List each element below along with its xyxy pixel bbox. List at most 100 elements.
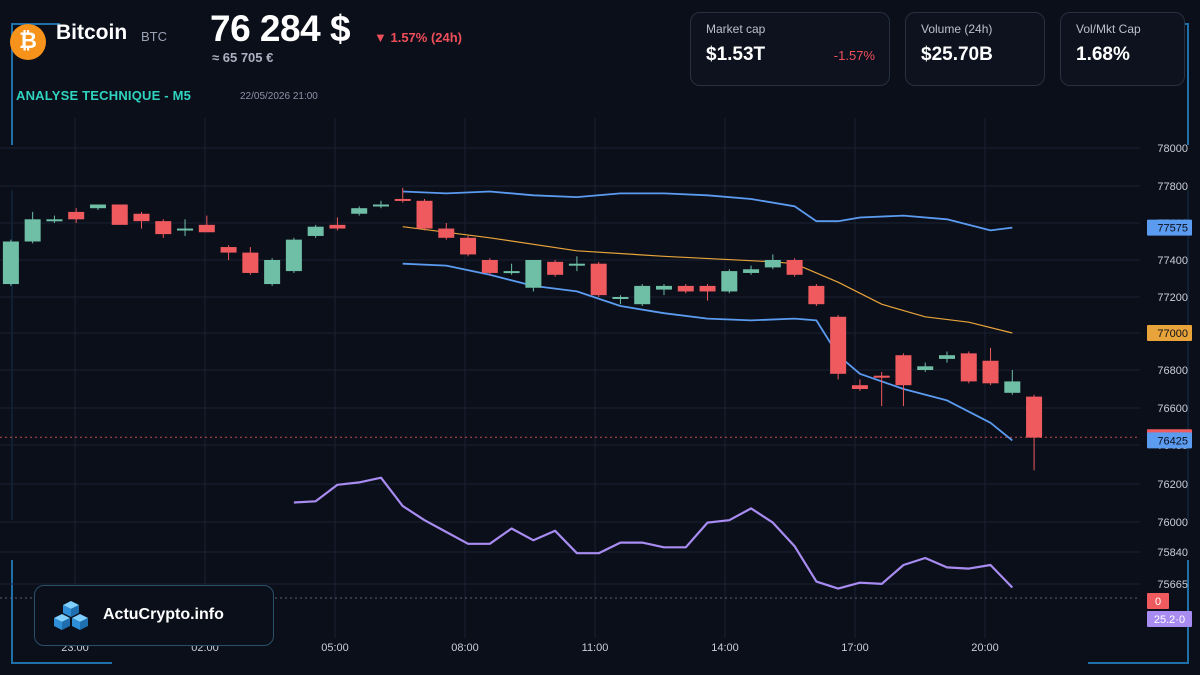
- candle-body: [873, 375, 890, 378]
- price-tick-label: 77800: [1157, 181, 1188, 193]
- candle-body: [242, 252, 259, 273]
- candle: [68, 208, 85, 223]
- candle: [851, 379, 868, 391]
- candle: [721, 269, 738, 294]
- market-cap-value: $1.53T: [706, 44, 766, 65]
- candle: [786, 258, 803, 277]
- candle-body: [24, 219, 41, 242]
- volume-value: $25.70B: [921, 44, 993, 65]
- candle: [46, 215, 63, 223]
- frame-corner-bottom-left: [11, 560, 112, 664]
- candle: [394, 187, 411, 203]
- candle: [329, 217, 346, 231]
- candle: [133, 211, 150, 229]
- candle-body: [764, 260, 781, 268]
- candle: [416, 198, 433, 231]
- candle: [677, 284, 694, 294]
- candle-body: [2, 241, 19, 285]
- candle: [1004, 370, 1021, 395]
- candle-body: [960, 353, 977, 382]
- candle-body: [634, 285, 651, 305]
- candle-body: [808, 285, 825, 305]
- candle-body: [699, 285, 716, 292]
- candle: [525, 260, 542, 292]
- candle: [873, 371, 890, 407]
- oscillator-line: [293, 476, 1014, 590]
- candle-body: [590, 263, 607, 296]
- upper-band-line: [402, 190, 1013, 232]
- frame-corner-bottom-right: [1088, 560, 1189, 664]
- price-tag: 77000: [1147, 325, 1192, 341]
- candle: [460, 235, 477, 257]
- chart-candles: [2, 187, 1043, 471]
- candle: [264, 258, 281, 286]
- candle: [503, 263, 520, 275]
- time-tick-label: 17:00: [841, 642, 869, 654]
- candle-body: [198, 224, 215, 233]
- moving-average-line: [402, 226, 1013, 334]
- bitcoin-icon: ₿: [10, 24, 46, 60]
- coin-name: Bitcoin: [56, 21, 128, 44]
- oscillator-tag: 25.2·0: [1147, 611, 1192, 627]
- section-title: ANALYSE TECHNIQUE - M5: [16, 88, 192, 103]
- oscillator-tag-label: 25.2·0: [1154, 614, 1185, 626]
- candle-body: [264, 260, 281, 285]
- candle-body: [938, 355, 955, 359]
- time-tick-label: 11:00: [582, 642, 609, 654]
- oscillator-tag: 0: [1147, 593, 1169, 609]
- time-tick-label: 05:00: [321, 642, 349, 654]
- oscillator-tag-label: 0: [1155, 596, 1161, 608]
- candle-body: [547, 261, 564, 275]
- time-tick-label: 20:00: [971, 642, 999, 654]
- candle: [481, 258, 498, 275]
- candle-body: [612, 297, 629, 299]
- candle: [590, 261, 607, 297]
- candle: [938, 351, 955, 363]
- candle-body: [111, 204, 128, 225]
- market-cap-delta: -1.57%: [833, 48, 875, 63]
- brand-name: ActuCrypto.info: [103, 606, 224, 623]
- candle: [568, 256, 585, 272]
- market-cap-card: Market cap $1.53T -1.57%: [690, 12, 890, 86]
- brand-badge[interactable]: ActuCrypto.info: [34, 585, 274, 646]
- candle-body: [177, 228, 194, 231]
- price-axis: 7800077800776007740077200770007680076600…: [1147, 143, 1192, 627]
- oscillator-tag-bg: [1147, 593, 1169, 609]
- price-tick-label: 76200: [1157, 479, 1188, 491]
- price-tick-label: 76000: [1157, 517, 1188, 529]
- candle: [960, 351, 977, 384]
- candle: [307, 224, 324, 238]
- price-tick-label: 77200: [1157, 292, 1188, 304]
- candle-body: [677, 285, 694, 292]
- candle-body: [307, 226, 324, 236]
- candle: [699, 284, 716, 301]
- coin-ticker: BTC: [141, 29, 167, 44]
- candle-body: [982, 360, 999, 384]
- candle: [285, 237, 302, 273]
- chart-series: [293, 190, 1014, 590]
- cubes-icon: [54, 601, 88, 630]
- candle: [111, 204, 128, 225]
- price-tick-label: 76600: [1157, 403, 1188, 415]
- vol-mkt-cap-value: 1.68%: [1076, 44, 1130, 65]
- candle: [612, 295, 629, 305]
- price-chart[interactable]: 7800077800776007740077200770007680076600…: [0, 118, 1200, 663]
- candle-body: [851, 385, 868, 389]
- candle-body: [503, 271, 520, 274]
- price-tag-label: 76425: [1157, 435, 1188, 447]
- candle: [2, 239, 19, 286]
- vol-mkt-cap-card: Vol/Mkt Cap 1.68%: [1060, 12, 1185, 86]
- candle-body: [133, 213, 150, 222]
- candle: [830, 315, 847, 380]
- price-tag-bg: [1147, 432, 1192, 449]
- lower-band-line: [402, 262, 1013, 442]
- candle: [655, 284, 672, 296]
- candle: [1026, 394, 1043, 471]
- candle-body: [721, 271, 738, 292]
- candle-body: [525, 260, 542, 288]
- candle: [808, 284, 825, 306]
- candle: [982, 347, 999, 386]
- candle-body: [460, 237, 477, 255]
- candle-body: [917, 366, 934, 370]
- candle-body: [830, 316, 847, 374]
